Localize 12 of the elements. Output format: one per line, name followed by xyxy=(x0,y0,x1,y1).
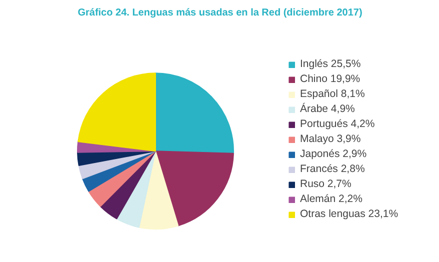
legend-label: Francés 2,8% xyxy=(300,163,365,175)
legend-label: Inglés 25,5% xyxy=(300,58,361,70)
chart-title: Gráfico 24. Lenguas más usadas en la Red (diciembre 2017) xyxy=(78,8,362,18)
legend-label: Chino 19,9% xyxy=(300,73,360,85)
legend-label: Portugués 4,2% xyxy=(300,118,375,130)
legend-label: Español 8,1% xyxy=(300,88,365,100)
legend-label: Alemán 2,2% xyxy=(300,193,362,205)
legend-label: Malayo 3,9% xyxy=(300,133,361,145)
legend-label: Árabe 4,9% xyxy=(300,103,355,115)
legend-label: Otras lenguas 23,1% xyxy=(300,208,398,220)
legend-label: Ruso 2,7% xyxy=(300,178,352,190)
legend-label: Japonés 2,9% xyxy=(300,148,367,160)
